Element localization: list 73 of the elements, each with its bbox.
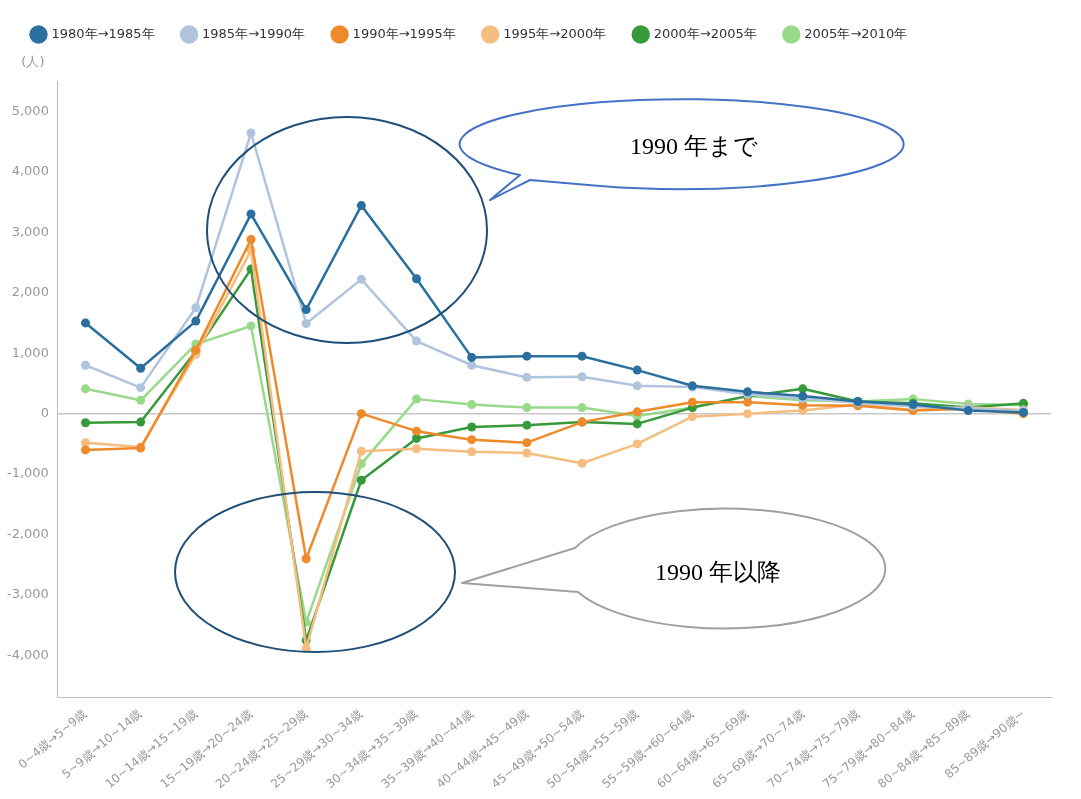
point	[246, 209, 256, 219]
y-tick-label: 1,000	[11, 344, 49, 360]
annotation: 1990 年まで	[630, 132, 758, 161]
point	[522, 448, 532, 458]
point	[412, 274, 422, 284]
point	[577, 351, 587, 361]
y-tick-label: -1,000	[6, 465, 49, 481]
y-axis-title: (人)	[21, 54, 45, 70]
point	[412, 336, 422, 346]
point	[191, 303, 201, 313]
point	[577, 372, 587, 382]
point	[467, 435, 477, 445]
point	[632, 365, 642, 375]
point	[632, 407, 642, 417]
y-tick-label: 3,000	[11, 223, 49, 239]
point	[80, 318, 90, 328]
point	[522, 403, 532, 413]
legend-label: 1985年→1990年	[202, 25, 306, 41]
point	[632, 381, 642, 391]
point	[246, 234, 256, 244]
point	[577, 403, 587, 413]
point	[80, 418, 90, 428]
point	[522, 420, 532, 430]
point	[80, 445, 90, 455]
point	[412, 444, 422, 454]
y-tick-label: 4,000	[11, 163, 49, 179]
point	[356, 475, 366, 485]
point	[356, 446, 366, 456]
legend-label: 2000年→2005年	[653, 25, 757, 41]
point	[80, 360, 90, 370]
point	[356, 201, 366, 211]
point	[356, 274, 366, 284]
point	[743, 397, 753, 407]
y-tick-label: 0	[40, 405, 49, 421]
point	[467, 447, 477, 457]
y-tick-label: 2,000	[11, 284, 49, 300]
point	[412, 426, 422, 436]
point	[136, 383, 146, 393]
point	[356, 409, 366, 419]
legend-label: 2005年→2010年	[804, 25, 908, 41]
y-tick-label: -3,000	[6, 586, 49, 602]
point	[687, 397, 697, 407]
point	[412, 394, 422, 404]
point	[191, 316, 201, 326]
point	[522, 351, 532, 361]
y-tick-label: -2,000	[6, 525, 49, 541]
point	[246, 128, 256, 138]
point	[467, 400, 477, 410]
point	[687, 412, 697, 422]
point	[301, 319, 311, 329]
point	[467, 360, 477, 370]
point	[632, 439, 642, 449]
point	[467, 422, 477, 432]
point	[467, 352, 477, 362]
point	[743, 409, 753, 419]
point	[577, 458, 587, 468]
point	[136, 395, 146, 405]
point	[246, 321, 256, 331]
y-tick-label: -4,000	[6, 646, 49, 662]
legend-label: 1995年→2000年	[503, 25, 607, 41]
point	[136, 363, 146, 373]
legend-label: 1990年→1995年	[352, 25, 456, 41]
point	[632, 419, 642, 429]
y-tick-label: 5,000	[11, 102, 49, 118]
point	[522, 438, 532, 448]
point	[301, 554, 311, 564]
point	[301, 305, 311, 315]
annotation: 1990 年以降	[655, 558, 781, 587]
point	[522, 372, 532, 382]
point	[136, 417, 146, 427]
point	[80, 384, 90, 394]
point	[798, 384, 808, 394]
legend-label: 1980年→1985年	[51, 25, 155, 41]
